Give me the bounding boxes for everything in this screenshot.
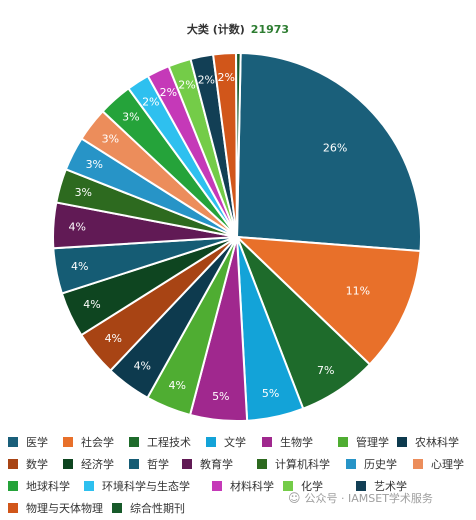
legend-item[interactable]: 地球科学: [8, 478, 70, 494]
legend-item[interactable]: 工程技术: [129, 434, 191, 450]
pie-slice-label-17: 2%: [178, 78, 195, 91]
pie-slice-label-7: 4%: [105, 332, 122, 345]
watermark-text: 公众号 · IAMSET学术服务: [304, 492, 433, 505]
legend-swatch: [63, 437, 73, 447]
legend-item[interactable]: 医学: [8, 434, 48, 450]
legend-item[interactable]: 数学: [8, 456, 48, 472]
legend-item[interactable]: 文学: [206, 434, 246, 450]
legend-swatch: [129, 437, 139, 447]
pie-slice-1[interactable]: [234, 235, 422, 366]
pie-slice-label-11: 3%: [75, 186, 92, 199]
legend-swatch: [346, 459, 356, 469]
legend-item[interactable]: 社会学: [63, 434, 114, 450]
pie-slice-label-4: 5%: [212, 390, 229, 403]
legend-label: 文学: [224, 436, 246, 449]
pie-chart: 26%11%7%5%5%4%4%4%4%4%4%3%3%3%3%2%2%2% 2%…: [52, 51, 422, 422]
legend-label: 管理学: [356, 436, 389, 449]
legend-swatch: [206, 437, 216, 447]
pie-slice-label-9: 4%: [71, 260, 88, 273]
legend-label: 经济学: [81, 458, 114, 471]
pie-slice-label-15: 2%: [142, 96, 159, 109]
legend-swatch: [356, 481, 366, 491]
legend-item[interactable]: 管理学: [338, 434, 389, 450]
legend-item[interactable]: 计算机科学: [257, 456, 330, 472]
pie-slice-label-6: 4%: [134, 360, 151, 373]
pie-slice-0[interactable]: [235, 52, 422, 253]
legend-label: 教育学: [200, 458, 233, 471]
pie-slice-label-2: 7%: [317, 364, 334, 377]
legend-label: 心理学: [431, 458, 464, 471]
legend-swatch: [129, 459, 139, 469]
legend-swatch: [413, 459, 423, 469]
legend-item[interactable]: 材料科学: [212, 478, 274, 494]
legend-label: 医学: [26, 436, 48, 449]
legend-item[interactable]: 农林科学: [397, 434, 459, 450]
legend-item[interactable]: 环境科学与生态学: [84, 478, 190, 494]
legend-label: 艺术学: [374, 480, 407, 493]
legend-item[interactable]: 综合性期刊: [112, 500, 185, 516]
legend-swatch: [182, 459, 192, 469]
pie-slice-label-18: 2%: [198, 73, 215, 86]
legend-label: 综合性期刊: [130, 502, 185, 515]
watermark: ☺ 公众号 · IAMSET学术服务: [288, 490, 433, 506]
legend-label: 计算机科学: [275, 458, 330, 471]
legend-label: 化学: [301, 480, 323, 493]
chart-title: 大类 (计数) 21973: [0, 21, 476, 37]
pie-slice-label-10: 4%: [68, 220, 85, 233]
pie-slice-label-19: 2%: [217, 71, 234, 84]
pie-slice-label-5: 4%: [168, 379, 185, 392]
chart-title-text: 大类 (计数): [186, 23, 245, 36]
legend-swatch: [112, 503, 122, 513]
legend-swatch: [257, 459, 267, 469]
legend-swatch: [338, 437, 348, 447]
legend-label: 社会学: [81, 436, 114, 449]
pie-slice-label-1: 11%: [346, 285, 370, 298]
wechat-icon: ☺: [288, 491, 301, 505]
legend-swatch: [63, 459, 73, 469]
pie-slice-label-13: 3%: [102, 133, 119, 146]
pie-slice-label-14: 3%: [122, 111, 139, 124]
legend-item[interactable]: 心理学: [413, 456, 464, 472]
legend-label: 生物学: [280, 436, 313, 449]
legend-label: 农林科学: [415, 436, 459, 449]
legend-label: 哲学: [147, 458, 169, 471]
legend-item[interactable]: 经济学: [63, 456, 114, 472]
legend-swatch: [212, 481, 222, 491]
legend: 医学 社会学 工程技术 文学 生物学 管理学 农林科学数学 经济学 哲学 教育学 计算机科学 历史学 心…: [0, 432, 476, 520]
legend-swatch: [397, 437, 407, 447]
legend-item[interactable]: 哲学: [129, 456, 169, 472]
legend-item[interactable]: 艺术学: [356, 478, 407, 494]
legend-item[interactable]: 物理与天体物理: [8, 500, 103, 516]
legend-label: 环境科学与生态学: [102, 480, 190, 493]
pie-slice-label-0: 26%: [323, 141, 347, 154]
pie-slice-label-3: 5%: [262, 387, 279, 400]
legend-swatch: [8, 459, 18, 469]
legend-label: 地球科学: [26, 480, 70, 493]
legend-label: 材料科学: [230, 480, 274, 493]
pie-slice-label-12: 3%: [86, 158, 103, 171]
chart-total: 21973: [250, 23, 290, 36]
legend-swatch: [84, 481, 94, 491]
legend-label: 物理与天体物理: [26, 502, 103, 515]
legend-label: 工程技术: [147, 436, 191, 449]
legend-item[interactable]: 生物学: [262, 434, 313, 450]
legend-item[interactable]: 历史学: [346, 456, 397, 472]
legend-swatch: [283, 481, 293, 491]
legend-swatch: [8, 437, 18, 447]
pie-slice-label-8: 4%: [83, 298, 100, 311]
legend-item[interactable]: 化学: [283, 478, 323, 494]
pie-slice-label-16: 2%: [160, 86, 177, 99]
legend-swatch: [262, 437, 272, 447]
legend-label: 数学: [26, 458, 48, 471]
legend-swatch: [8, 481, 18, 491]
legend-label: 历史学: [364, 458, 397, 471]
legend-swatch: [8, 503, 18, 513]
pie-slice-20[interactable]: [235, 51, 242, 238]
legend-item[interactable]: 教育学: [182, 456, 233, 472]
